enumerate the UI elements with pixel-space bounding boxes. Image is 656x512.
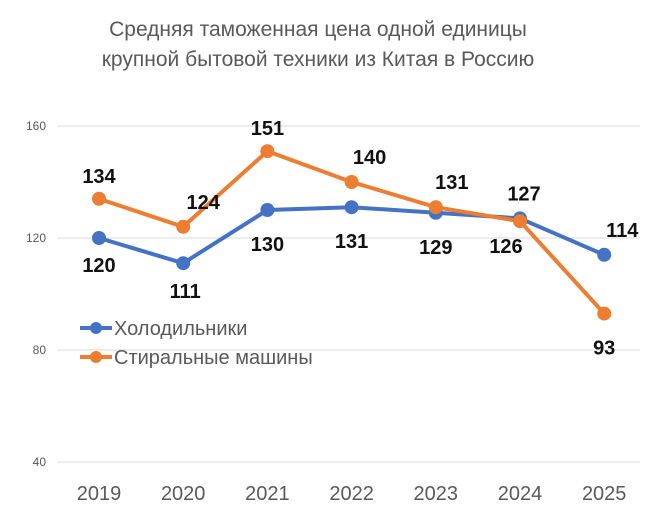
data-point-washers — [260, 144, 275, 159]
data-label-washers: 131 — [435, 172, 468, 194]
data-point-washers — [597, 306, 612, 321]
legend: Холодильники Стиральные машины — [80, 318, 313, 369]
data-labels: 120 111 130 131 129 127 114 134 124 151 140 131 126 9… — [82, 118, 639, 359]
data-point-fridges — [260, 203, 275, 217]
y-tick-label: 160 — [26, 119, 46, 133]
data-label-washers: 140 — [353, 147, 386, 169]
data-point-fridges — [597, 247, 612, 262]
legend-marker-fridges — [90, 322, 102, 334]
data-point-fridges — [344, 200, 359, 215]
data-label-washers: 126 — [489, 236, 522, 258]
data-point-washers — [428, 200, 443, 215]
data-label-fridges: 129 — [419, 237, 452, 259]
data-point-washers — [344, 175, 359, 189]
data-label-washers: 93 — [593, 338, 615, 360]
legend-marker-washers — [90, 351, 102, 363]
y-tick-label: 120 — [26, 231, 46, 245]
x-tick-label: 2020 — [161, 483, 206, 505]
legend-label-fridges: Холодильники — [114, 318, 247, 340]
x-axis-ticks: 2019 2020 2021 2022 2023 2024 2025 — [77, 483, 627, 505]
legend-label-washers: Стиральные машины — [114, 347, 313, 369]
x-tick-label: 2023 — [414, 483, 459, 505]
y-axis-ticks: 40 80 120 160 — [26, 119, 46, 469]
x-tick-label: 2022 — [329, 483, 374, 505]
data-label-washers: 134 — [82, 166, 116, 188]
data-label-washers: 124 — [187, 192, 221, 214]
x-tick-label: 2025 — [582, 483, 627, 505]
y-tick-label: 40 — [33, 455, 47, 469]
data-label-fridges: 120 — [82, 255, 115, 277]
x-tick-label: 2024 — [498, 483, 543, 505]
x-tick-label: 2021 — [245, 483, 290, 505]
data-point-washers — [176, 219, 191, 234]
data-point-washers — [92, 191, 106, 206]
data-label-fridges: 111 — [170, 281, 201, 303]
data-point-washers — [513, 214, 527, 229]
series — [92, 144, 612, 321]
data-label-fridges: 127 — [507, 183, 540, 205]
chart-title-line-1: Средняя таможенная цена одной единицы — [109, 18, 527, 41]
data-label-fridges: 114 — [606, 220, 639, 242]
data-label-fridges: 130 — [251, 234, 284, 256]
y-tick-label: 80 — [33, 343, 47, 357]
gridlines — [58, 125, 640, 463]
x-tick-label: 2019 — [77, 483, 122, 505]
data-point-fridges — [92, 231, 106, 245]
data-point-fridges — [176, 256, 191, 271]
data-label-washers: 151 — [251, 118, 284, 140]
data-label-fridges: 131 — [335, 231, 368, 253]
chart-title-line-2: крупной бытовой техники из Китая в Росси… — [102, 48, 535, 71]
